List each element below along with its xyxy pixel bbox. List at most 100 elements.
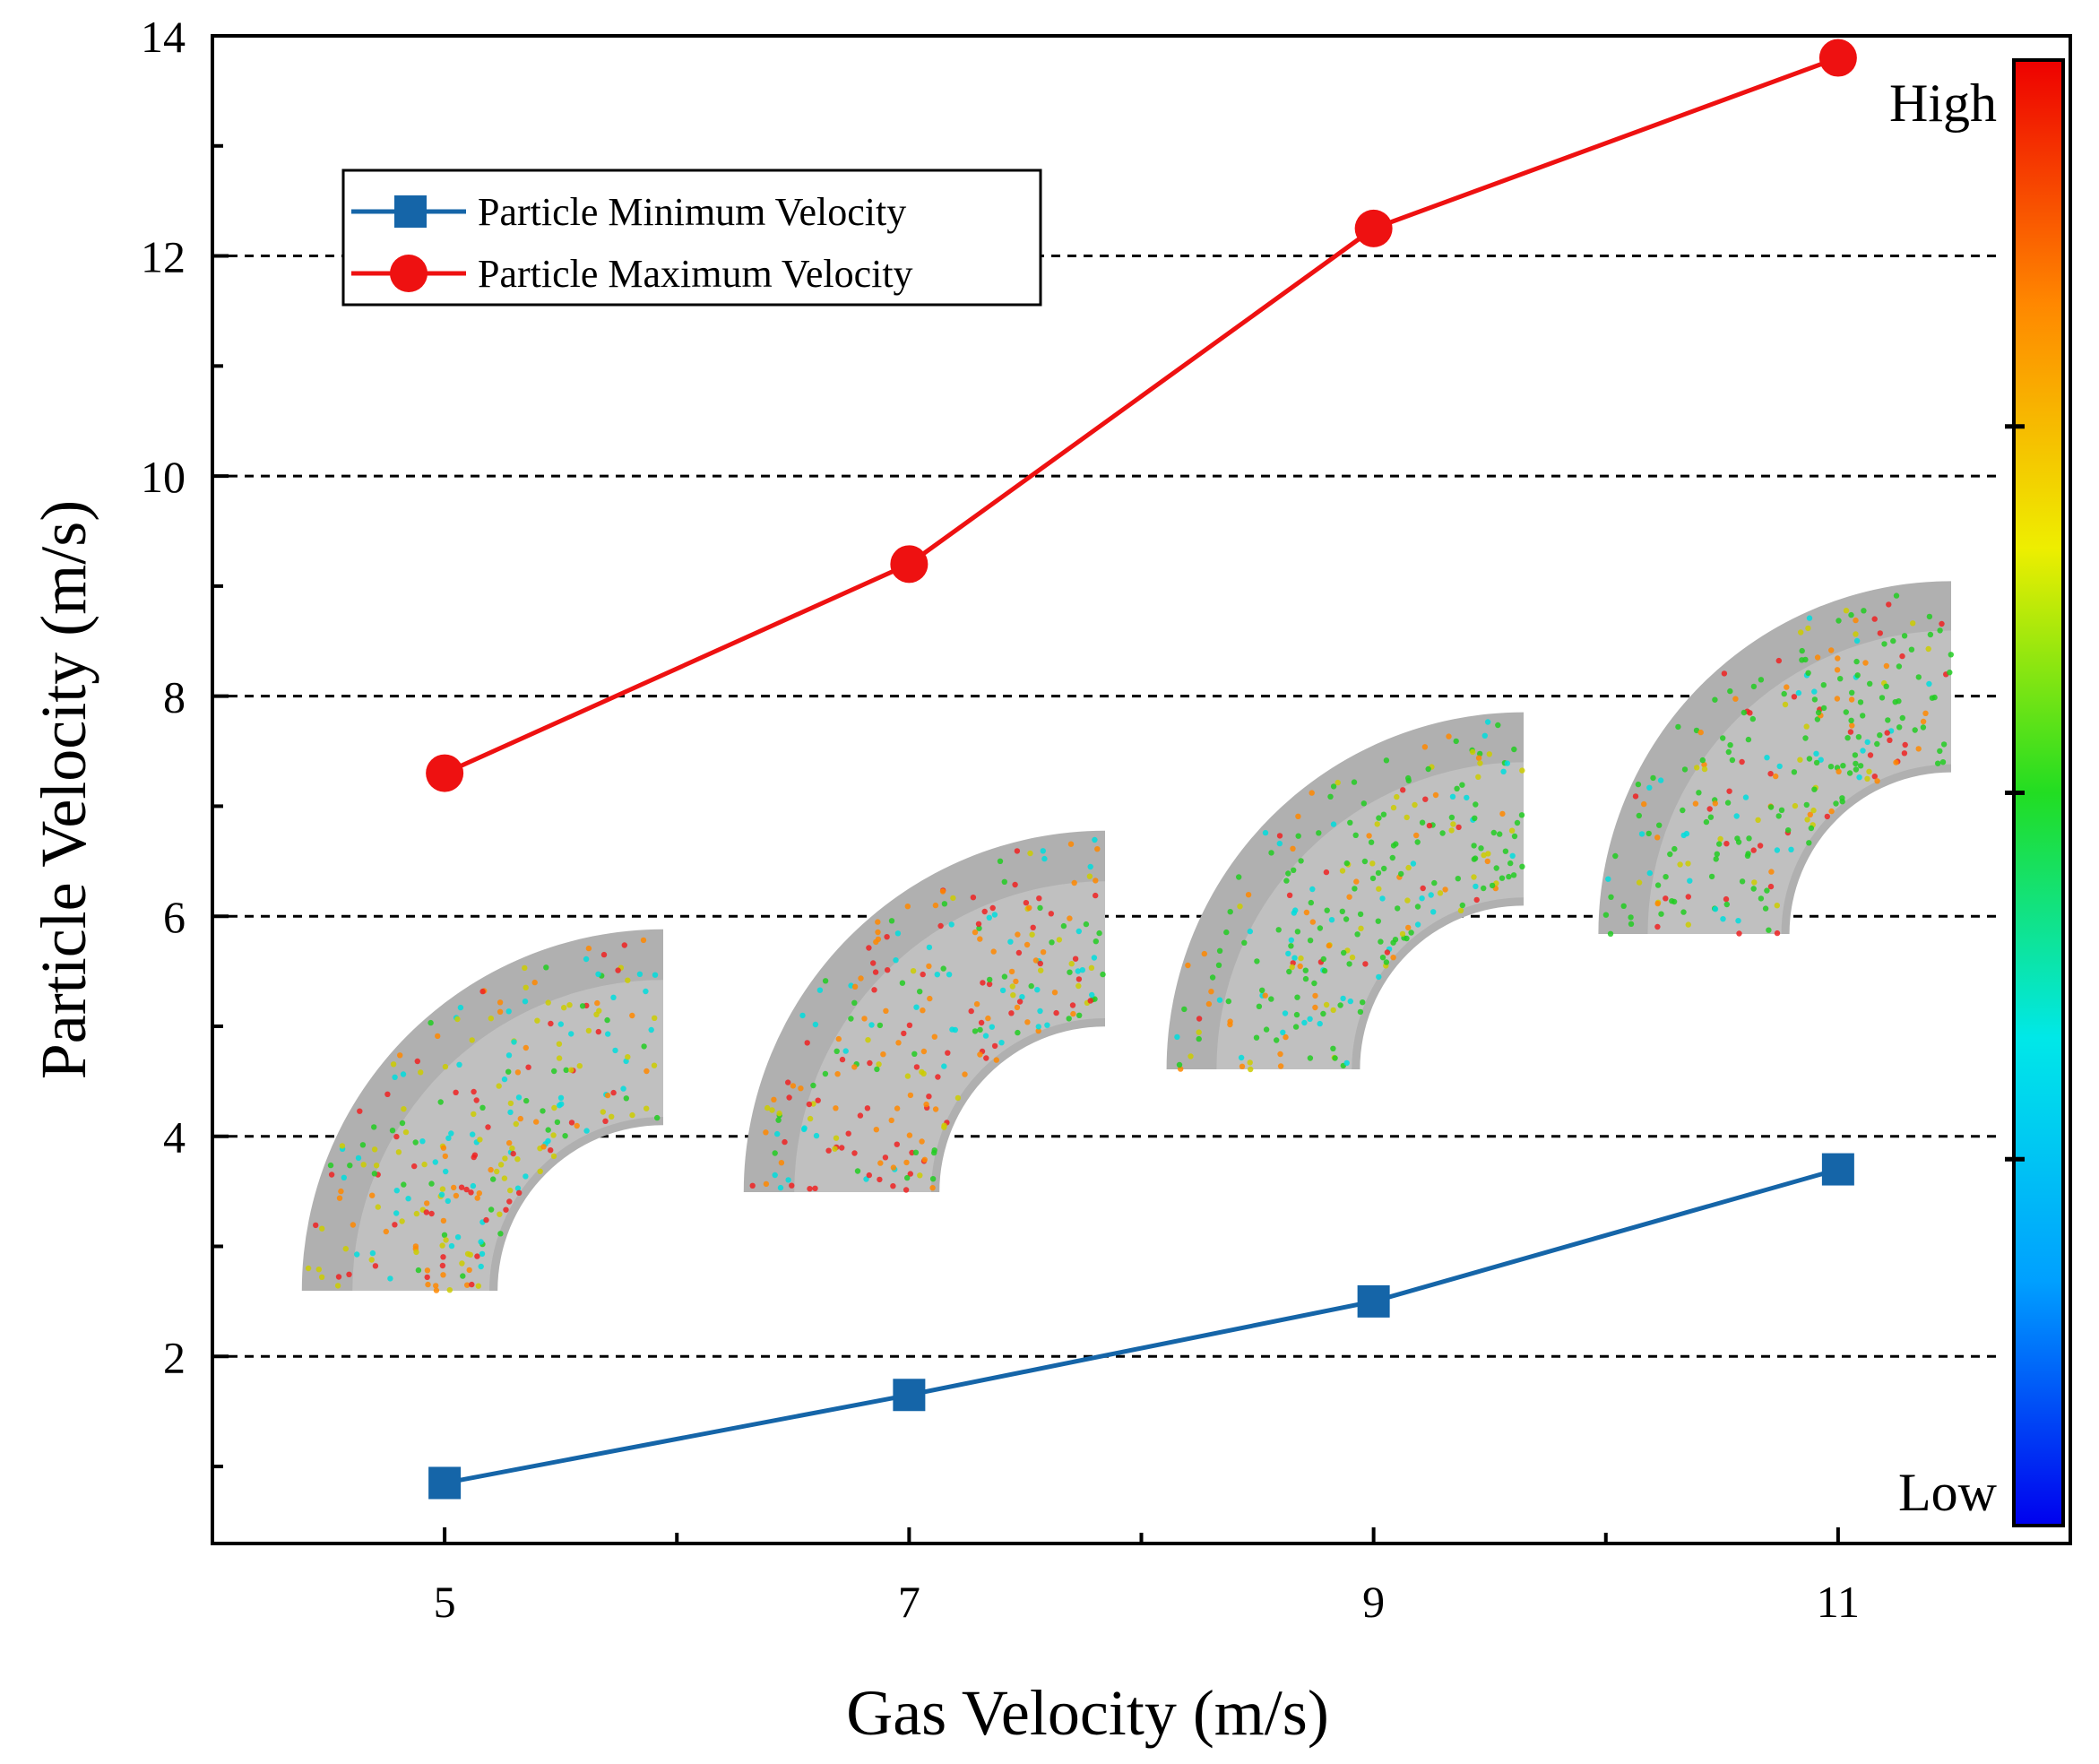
particle-dot [1216, 947, 1223, 955]
particle-dot [1883, 683, 1889, 689]
particle-dot [1093, 878, 1099, 884]
particle-dot [1477, 760, 1483, 766]
particle-dot [514, 1069, 522, 1076]
particle-dot [531, 979, 538, 986]
particle-dot [1323, 869, 1330, 876]
particle-dot [1750, 683, 1758, 690]
particle-dot [866, 1172, 872, 1179]
particle-dot [1262, 829, 1269, 836]
particle-dot [566, 1002, 573, 1008]
particle-dot [1330, 1007, 1336, 1014]
particle-dot [1834, 667, 1841, 673]
particle-dot [318, 1274, 325, 1281]
particle-dot [1884, 730, 1890, 736]
particle-dot [1390, 804, 1397, 811]
particle-dot [1032, 957, 1040, 964]
particle-dot [1890, 637, 1896, 644]
particle-dot [1405, 774, 1412, 782]
particle-dot [448, 1242, 455, 1250]
particle-dot [899, 980, 906, 986]
particle-dot [1091, 955, 1098, 961]
particle-dot [395, 1149, 402, 1155]
particle-dot [516, 1189, 523, 1197]
particle-dot [970, 895, 977, 901]
particle-dot [1901, 750, 1908, 757]
particle-dot [435, 1033, 441, 1040]
particle-dot [1455, 876, 1462, 882]
particle-dot [1727, 742, 1733, 748]
particle-dot [1349, 954, 1356, 961]
particle-dot [772, 1150, 778, 1156]
particle-dot [1853, 617, 1859, 624]
particle-dot [929, 1185, 936, 1191]
particle-dot [1784, 684, 1790, 690]
particle-dot [1439, 830, 1446, 836]
particle-dot [418, 1069, 424, 1076]
particle-dot [652, 1015, 658, 1022]
particle-dot [411, 1163, 418, 1170]
particle-dot [1383, 959, 1390, 965]
particle-dot [1343, 916, 1350, 922]
particle-dot [1412, 801, 1418, 808]
particle-dot [483, 1216, 489, 1224]
particle-dot [1075, 982, 1082, 990]
particle-dot [1506, 873, 1512, 880]
particle-dot [574, 1122, 580, 1129]
particle-dot [1013, 978, 1019, 985]
particle-dot [1454, 785, 1460, 791]
particle-dot [644, 1068, 650, 1075]
particle-dot [488, 1166, 494, 1173]
particle-dot [1075, 976, 1083, 982]
particle-dot [623, 1095, 629, 1102]
particle-dot [871, 987, 877, 993]
particle-dot [488, 1206, 495, 1213]
particle-dot [1473, 801, 1479, 808]
particle-dot [1008, 968, 1015, 975]
particle-dot [594, 999, 600, 1007]
particle-dot [1781, 690, 1787, 697]
particle-dot [1277, 1063, 1284, 1069]
particle-dot [390, 1061, 397, 1068]
particle-dot [454, 1234, 462, 1241]
particle-dot [1205, 1000, 1213, 1007]
particle-dot [1638, 831, 1646, 837]
particle-dot [1360, 999, 1366, 1006]
particle-dot [1431, 879, 1438, 886]
particle-dot [1939, 620, 1945, 627]
axes: 5 7 9 11 2 4 6 8 10 12 14 [141, 12, 2072, 1627]
particle-dot [1227, 909, 1233, 915]
particle-dot [890, 1164, 897, 1171]
particle-dot [1747, 710, 1753, 716]
particle-dot [785, 1177, 791, 1183]
particle-dot [1860, 748, 1866, 754]
particle-dot [1414, 839, 1421, 845]
particle-dot [534, 1017, 540, 1024]
particle-dot [1811, 688, 1818, 695]
particle-dot [1853, 637, 1861, 644]
particle-dot [1847, 729, 1854, 735]
particle-dot [1810, 807, 1817, 814]
particle-dot [1298, 858, 1304, 864]
particle-dot [1094, 846, 1101, 852]
particle-dot [1035, 1027, 1041, 1034]
particle-dot [1297, 963, 1303, 970]
particle-dot [1352, 832, 1359, 838]
particle-dot [1692, 800, 1699, 807]
particle-dot [1285, 950, 1291, 957]
particle-dot [424, 1267, 431, 1274]
particle-dot [948, 921, 954, 928]
particle-dot [1837, 676, 1844, 682]
particle-dot [885, 967, 891, 973]
particle-dot [1805, 670, 1811, 676]
particle-dot [833, 1135, 840, 1141]
particle-dot [609, 1113, 615, 1120]
particle-dot [1248, 1066, 1254, 1073]
particle-dot [384, 1091, 391, 1098]
particle-dot [604, 1016, 610, 1024]
particle-dot [1720, 915, 1726, 922]
particle-dot [1893, 592, 1900, 599]
particle-dot [1339, 868, 1346, 874]
particle-dot [629, 1111, 635, 1119]
particle-dot [1703, 818, 1710, 826]
particle-dot [375, 1204, 381, 1210]
